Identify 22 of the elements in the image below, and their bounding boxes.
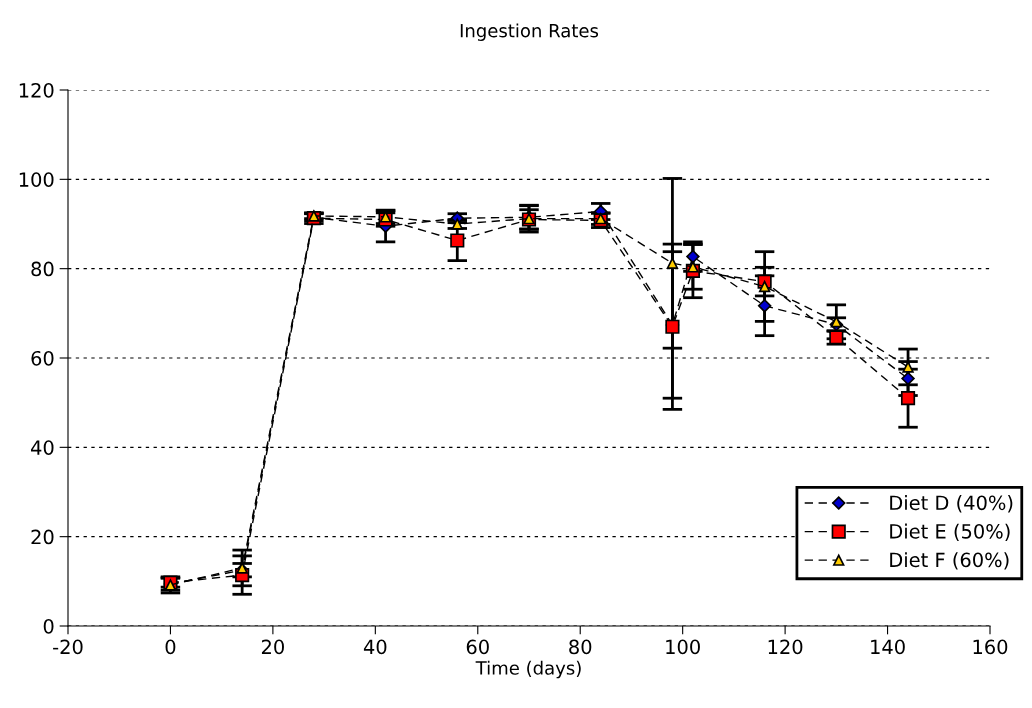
x-tick-label: 40 [363,639,387,655]
x-tick-label: 120 [768,639,803,655]
y-tick-label: 40 [31,440,54,455]
x-tick-label: 60 [466,639,489,655]
legend-label: Diet D (40%) [890,495,1013,513]
x-tick-label: 140 [871,639,905,655]
y-tick-label: 120 [19,82,54,98]
x-tick-label: -20 [53,639,83,655]
legend-label: Diet E (50%) [890,523,1010,541]
x-axis-title: Time (days) [475,660,581,679]
y-tick-label: 0 [43,618,54,634]
y-tick-label: 60 [31,350,54,366]
x-tick-label: 0 [165,639,176,655]
x-tick-label: 100 [666,639,700,655]
y-tick-label: 100 [19,172,54,187]
x-tick-label: 20 [261,639,284,655]
x-tick-label: 80 [569,639,592,655]
y-tick-label: 80 [31,261,54,277]
chart-title: Ingestion Rates [460,23,599,41]
y-tick-label: 20 [31,529,54,545]
x-tick-label: 160 [973,639,1008,655]
legend-label: Diet F (60%) [890,552,1009,570]
